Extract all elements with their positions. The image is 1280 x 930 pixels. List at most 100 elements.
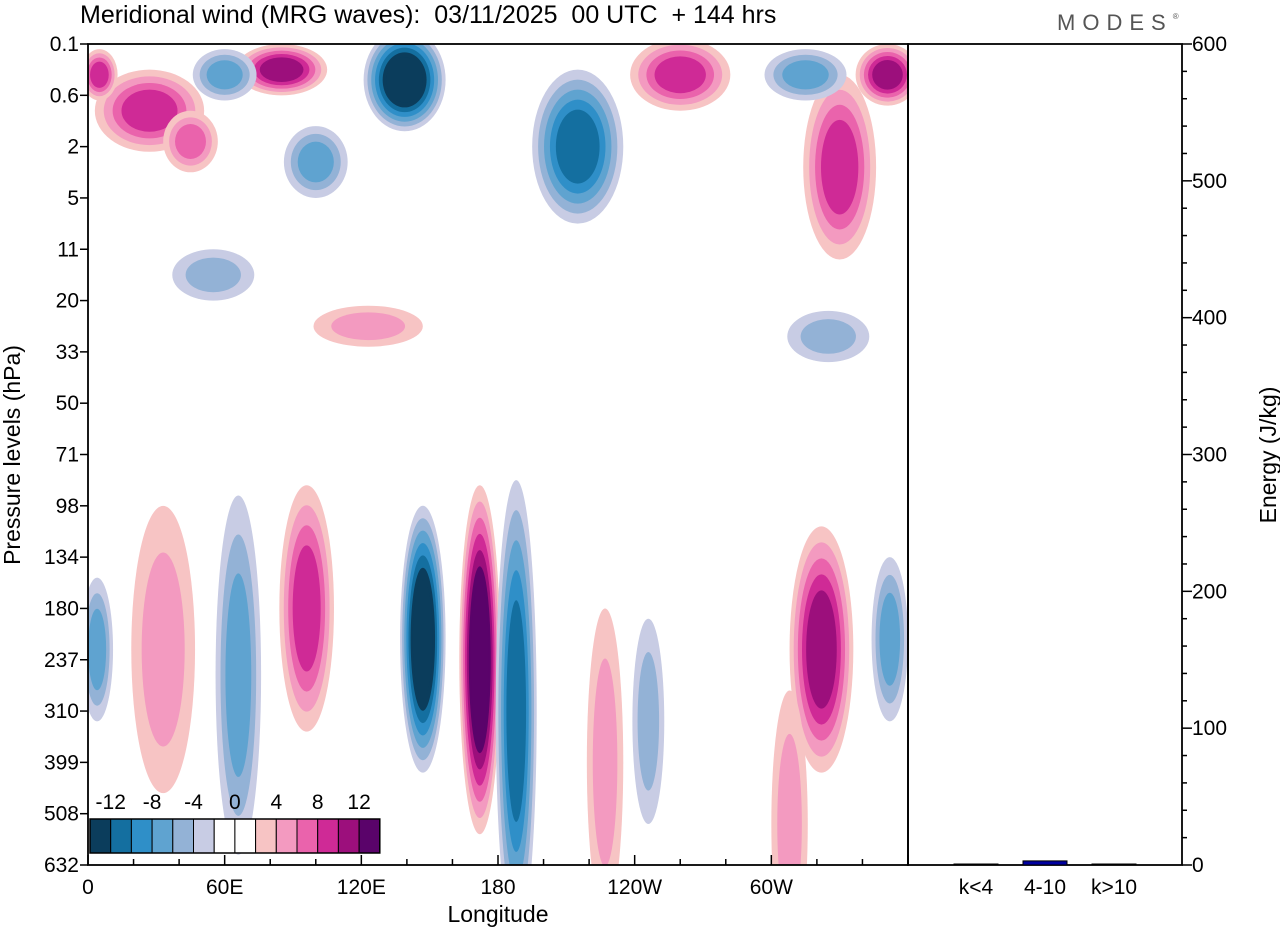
y-tick-label: 98 — [56, 495, 79, 518]
contour-level — [637, 652, 660, 791]
contour-level — [175, 124, 206, 159]
contour-level — [88, 608, 107, 691]
wind-anomaly-6 — [88, 577, 114, 722]
y-tick-label: 310 — [44, 700, 79, 723]
wind-anomaly-4 — [215, 495, 262, 855]
x-tick-label: 180 — [480, 876, 515, 899]
colorbar-swatch — [193, 818, 215, 854]
contour-level — [412, 580, 433, 699]
wind-anomaly-26 — [283, 126, 348, 198]
y-tick-label: 237 — [44, 649, 79, 672]
modes-logo: MODES® — [1057, 10, 1179, 36]
y-tick-label: 632 — [44, 854, 79, 877]
energy-axis: 0 100 200 300 400 500 600 — [1182, 33, 1227, 877]
contour-level — [806, 590, 837, 709]
energy-tick-label: 500 — [1192, 170, 1227, 193]
y-axis: 0.1 0.6 2 5 11 20 33 50 71 98 134 180 237 310 399 508 63… — [44, 33, 88, 877]
y-tick-label: 50 — [56, 392, 79, 415]
contour-level — [782, 60, 829, 90]
wind-anomaly-24 — [313, 305, 423, 347]
wind-anomaly-18 — [855, 44, 908, 106]
contour-level — [185, 257, 241, 293]
y-tick-label: 5 — [67, 187, 79, 210]
energy-tick-label: 600 — [1192, 33, 1227, 56]
energy-tick-label: 200 — [1192, 580, 1227, 603]
wind-anomaly-11 — [771, 690, 808, 865]
y-axis-title: Pressure levels (hPa) — [0, 345, 25, 565]
energy-panel-frame — [907, 43, 1183, 866]
contour-level — [259, 57, 304, 82]
colorbar-swatch — [130, 818, 153, 854]
energy-bar — [953, 863, 999, 866]
wind-anomaly-3 — [279, 485, 334, 732]
colorbar-label: 8 — [312, 791, 324, 814]
x-axis: 0 60E 120E 180 120W 60W — [82, 855, 909, 899]
colorbar-swatch — [89, 818, 112, 854]
colorbar-swatch — [234, 818, 257, 854]
x-axis-title: Longitude — [447, 901, 548, 927]
contour-level — [777, 733, 802, 865]
contour-level — [654, 56, 706, 94]
y-tick-label: 399 — [44, 751, 79, 774]
colorbar: -12 -8 -4 0 4 8 12 — [89, 791, 381, 854]
contour-level — [820, 119, 859, 215]
x-tick-label: 60E — [206, 876, 243, 899]
wind-anomaly-22 — [163, 110, 218, 173]
y-tick-label: 134 — [44, 546, 79, 569]
energy-bar — [1091, 863, 1137, 866]
colorbar-swatch — [151, 818, 174, 854]
wind-anomaly-5 — [131, 505, 196, 794]
contour-level — [555, 109, 600, 184]
contour-level — [292, 545, 321, 672]
chart-title: Meridional wind (MRG waves): 03/11/2025 … — [80, 1, 777, 29]
y-tick-label: 33 — [56, 341, 79, 364]
colorbar-label: -12 — [96, 791, 126, 814]
energy-axis-title: Energy (J/kg) — [1255, 387, 1280, 524]
contour-level — [225, 573, 252, 777]
wind-anomaly-17 — [630, 44, 731, 111]
y-tick-label: 0.1 — [50, 33, 79, 56]
energy-category-label: 4-10 — [1024, 876, 1066, 899]
energy-category-label: k<4 — [959, 876, 994, 899]
energy-bar — [1022, 860, 1068, 866]
colorbar-frame — [89, 818, 381, 854]
y-tick-label: 20 — [56, 290, 79, 313]
energy-tick-label: 400 — [1192, 307, 1227, 330]
colorbar-swatch — [213, 818, 236, 854]
contour-level — [331, 312, 406, 341]
x-tick-label: 120E — [337, 876, 386, 899]
wind-anomaly-13 — [532, 69, 624, 224]
wind-anomaly-19 — [88, 49, 118, 101]
contour-level — [297, 141, 334, 183]
colorbar-swatch — [358, 818, 381, 854]
x-tick-label: 0 — [82, 876, 94, 899]
energy-category-label: k>10 — [1091, 876, 1137, 899]
energy-tick-label: 300 — [1192, 444, 1227, 467]
wind-anomaly-21 — [192, 49, 257, 101]
contour-level — [506, 600, 527, 822]
contour-level — [872, 60, 903, 90]
wind-anomaly-23 — [172, 249, 255, 301]
wind-anomaly-16 — [803, 74, 877, 260]
wind-anomaly-10 — [632, 618, 665, 824]
contour-level — [879, 592, 901, 686]
contour-level — [592, 658, 618, 865]
energy-tick-label: 0 — [1192, 854, 1204, 877]
wind-anomaly-2 — [495, 480, 537, 865]
x-tick-label: 120W — [607, 876, 662, 899]
colorbar-label: -8 — [143, 791, 162, 814]
colorbar-swatch — [255, 818, 277, 854]
colorbar-swatch — [296, 818, 319, 854]
y-tick-label: 71 — [56, 444, 79, 467]
wind-anomaly-25 — [787, 310, 870, 363]
y-tick-label: 0.6 — [50, 84, 79, 107]
contour-field — [88, 44, 908, 865]
colorbar-swatch — [337, 818, 360, 854]
logo-text: MODES — [1057, 10, 1173, 35]
colorbar-swatch — [317, 818, 339, 854]
x-tick-label: 60W — [750, 876, 793, 899]
registered-mark: ® — [1172, 12, 1179, 21]
wind-anomaly-7 — [789, 526, 854, 773]
colorbar-swatch — [110, 818, 132, 854]
y-tick-label: 180 — [44, 597, 79, 620]
